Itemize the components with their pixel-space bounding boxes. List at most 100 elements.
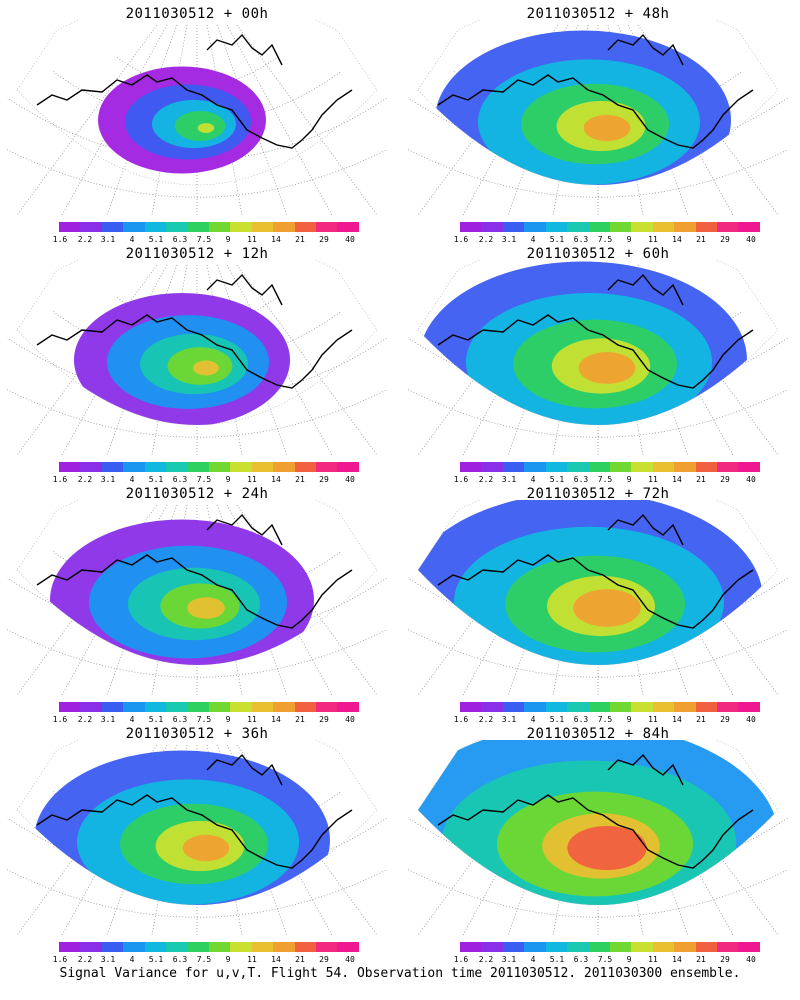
colorbar-label: 4 [530,235,536,244]
colorbar-label: 7.5 [597,715,613,724]
colorbar-label: 11 [247,235,257,244]
panel-title: 2011030512 + 36h [125,726,269,742]
colorbar-label: 2.2 [478,955,494,964]
colorbar-swatch [567,942,589,952]
colorbar-swatch [545,942,568,952]
colorbar-label: 7.5 [196,235,212,244]
colorbar-label: 5.1 [148,235,164,244]
colorbar-swatch [717,462,739,472]
colorbar-label: 7.5 [597,955,613,964]
colorbar [460,702,760,712]
colorbar-label: 21 [295,475,305,484]
colorbar-swatch [609,462,632,472]
colorbar-swatch [123,462,145,472]
colorbar-label: 29 [319,715,329,724]
variance-map [408,500,788,696]
forecast-panel: 2011030512 + 72h 1.6 2.2 3.1 4 5.1 6.3 7.5 9 11 14… [403,480,793,724]
colorbar-label: 14 [271,955,281,964]
colorbar-swatch [674,702,696,712]
colorbar-label: 4 [530,715,536,724]
colorbar-label: 9 [225,715,231,724]
colorbar-swatch [695,942,718,952]
coastline [36,753,353,869]
colorbar-swatch [80,942,102,952]
colorbar-label: 9 [225,235,231,244]
forecast-panel: 2011030512 + 24h 1.6 2.2 3.1 4 5.1 6.3 7.5 9 11 14… [2,480,392,724]
colorbar-label: 1.6 [453,715,469,724]
colorbar-label: 5.1 [549,955,565,964]
coastline [36,273,353,389]
colorbar-swatch [337,222,359,232]
colorbar-label: 40 [746,475,756,484]
colorbar-swatch [208,222,231,232]
colorbar-labels: 1.6 2.2 3.1 4 5.1 6.3 7.5 9 11 14 21 29 40 [451,235,769,245]
colorbar-labels: 1.6 2.2 3.1 4 5.1 6.3 7.5 9 11 14 21 29 40 [451,475,769,485]
colorbar-swatch [588,222,610,232]
colorbar-label: 7.5 [196,475,212,484]
variance-contours [435,30,731,185]
colorbar-label: 5.1 [549,715,565,724]
colorbar [59,222,359,232]
colorbar-label: 14 [672,715,682,724]
variance-map [408,20,788,216]
colorbar-swatch [545,462,568,472]
colorbar-swatch [524,702,546,712]
colorbar-swatch [144,222,167,232]
colorbar [59,462,359,472]
colorbar-swatch [187,462,209,472]
colorbar-label: 3.1 [100,235,116,244]
colorbar-swatch [502,702,525,712]
colorbar-label: 5.1 [549,235,565,244]
colorbar-label: 6.3 [172,715,188,724]
variance-map [7,500,387,696]
panel-title: 2011030512 + 12h [125,246,269,262]
colorbar-label: 6.3 [573,715,589,724]
colorbar-label: 5.1 [148,475,164,484]
colorbar-swatch [631,702,653,712]
colorbar-label: 14 [672,955,682,964]
colorbar-swatch [460,462,482,472]
colorbar-label: 21 [295,715,305,724]
colorbar-swatch [294,462,317,472]
colorbar-swatch [101,222,124,232]
colorbar-label: 40 [746,235,756,244]
colorbar-label: 4 [129,475,135,484]
colorbar-swatch [460,942,482,952]
colorbar-swatch [316,222,338,232]
colorbar-label: 1.6 [453,235,469,244]
colorbar-swatch [316,942,338,952]
colorbar-swatch [166,222,188,232]
colorbar-label: 3.1 [501,475,517,484]
colorbar-swatch [80,462,102,472]
colorbar-label: 14 [672,235,682,244]
colorbar-swatch [502,222,525,232]
colorbar-label: 11 [648,475,658,484]
panel-title: 2011030512 + 84h [526,726,670,742]
colorbar-swatch [251,462,274,472]
colorbar-label: 21 [295,235,305,244]
colorbar-swatch [460,702,482,712]
colorbar-label: 29 [720,475,730,484]
colorbar-label: 2.2 [77,715,93,724]
colorbar-swatch [251,942,274,952]
colorbar-label: 6.3 [172,235,188,244]
figure-caption: Signal Variance for u,v,T. Flight 54. Ob… [59,966,741,981]
colorbar-label: 21 [696,475,706,484]
colorbar-swatch [717,222,739,232]
colorbar-swatch [609,942,632,952]
coastline [437,753,754,869]
colorbar-swatch [59,222,81,232]
colorbar-swatch [273,702,295,712]
colorbar-swatch [631,222,653,232]
colorbar-labels: 1.6 2.2 3.1 4 5.1 6.3 7.5 9 11 14 21 29 40 [50,715,368,725]
colorbar-label: 29 [319,235,329,244]
variance-contours [418,500,763,665]
colorbar-swatch [316,702,338,712]
colorbar-swatch [524,222,546,232]
coastline [437,513,754,629]
colorbar-swatch [481,462,503,472]
colorbar [460,942,760,952]
colorbar-label: 11 [247,475,257,484]
colorbar-swatch [652,702,675,712]
coastline [437,33,754,149]
